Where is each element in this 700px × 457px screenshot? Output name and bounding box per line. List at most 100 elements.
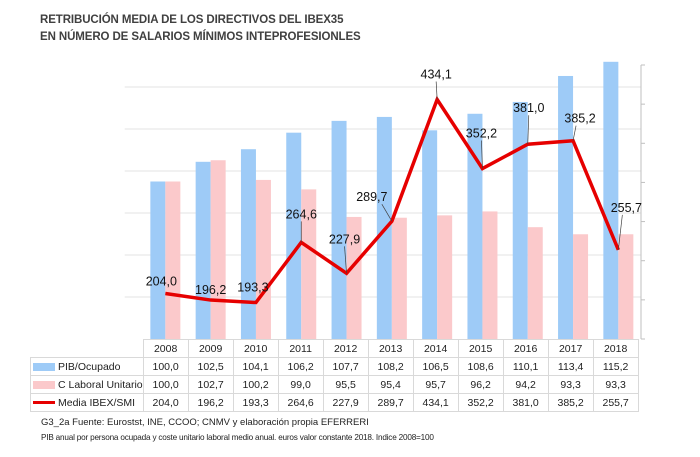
bar-pib-ocupado [467, 113, 483, 340]
data-label-media-ibex-smi: 352,2 [466, 127, 497, 141]
data-table-cell: 95,4 [367, 375, 414, 394]
data-table-cell: 108,6 [457, 357, 504, 376]
data-table-year-header: 2016 [502, 339, 549, 358]
data-table-cell: 113,4 [547, 357, 594, 376]
legend-media-ibex-smi: Media IBEX/SMI [30, 393, 144, 412]
data-table-cell: 289,7 [367, 393, 414, 412]
data-table-cell: 99,0 [277, 375, 324, 394]
data-label-media-ibex-smi: 289,7 [356, 190, 387, 204]
chart-title: RETRIBUCIÓN MEDIA DE LOS DIRECTIVOS DEL … [40, 12, 361, 46]
data-label-leader [618, 214, 623, 250]
data-label-leader [381, 204, 393, 222]
bar-c-laboral-unitario [618, 234, 634, 339]
data-table-year-header: 2015 [457, 339, 504, 358]
data-table-cell: 381,0 [502, 393, 549, 412]
data-label-media-ibex-smi: 227,9 [329, 232, 360, 246]
bar-c-laboral-unitario [346, 216, 362, 339]
data-table: 2008 2009 2010 2011 2012 2013 2014 2015 2016 2017… [30, 339, 639, 412]
data-table-cell: 100,0 [142, 357, 189, 376]
legend-swatch-pib [33, 362, 55, 371]
data-table-cell: 110,1 [502, 357, 549, 376]
legend-c-laboral-unitario: C Laboral Unitario [30, 375, 144, 394]
data-table-year-header: 2014 [412, 339, 459, 358]
data-table-row-pib: PIB/Ocupado 100,0 102,5 104,1 106,2 107,7 108… [30, 357, 639, 376]
data-label-leader [481, 140, 483, 169]
legend-label-laboral: C Laboral Unitario [58, 378, 143, 391]
data-label-media-ibex-smi: 385,2 [564, 112, 595, 126]
bar-pib-ocupado [331, 120, 347, 339]
data-table-cell: 93,3 [547, 375, 594, 394]
data-table-corner [30, 339, 144, 358]
data-table-cell: 385,2 [547, 393, 594, 412]
data-table-cell: 227,9 [322, 393, 369, 412]
bar-c-laboral-unitario [437, 215, 453, 339]
data-label-media-ibex-smi: 196,2 [195, 283, 226, 297]
data-table-year-header: 2012 [322, 339, 369, 358]
bar-pib-ocupado [603, 61, 619, 340]
bar-c-laboral-unitario [301, 189, 317, 339]
data-table-header-row: 2008 2009 2010 2011 2012 2013 2014 2015 2016 2017… [30, 339, 639, 358]
data-table-cell: 106,5 [412, 357, 459, 376]
data-table-cell: 108,2 [367, 357, 414, 376]
data-table-year-header: 2011 [277, 339, 324, 358]
bar-pib-ocupado [512, 101, 528, 340]
data-label-media-ibex-smi: 434,1 [421, 67, 452, 81]
chart-title-line-2: EN NÚMERO DE SALARIOS MÍNIMOS INTEPROFES… [40, 31, 361, 43]
data-label-media-ibex-smi: 264,6 [286, 207, 317, 221]
chart-title-line-1: RETRIBUCIÓN MEDIA DE LOS DIRECTIVOS DEL … [40, 14, 344, 26]
data-label-leader [572, 125, 577, 141]
data-table-year-header: 2018 [592, 339, 639, 358]
data-table-year-header: 2010 [232, 339, 279, 358]
data-table-year-header: 2009 [187, 339, 234, 358]
data-table-cell: 94,2 [502, 375, 549, 394]
bar-pib-ocupado [150, 181, 166, 339]
data-label-leader [435, 81, 438, 100]
bar-pib-ocupado [240, 149, 256, 339]
data-table-cell: 107,7 [322, 357, 369, 376]
data-table-cell: 100,0 [142, 375, 189, 394]
data-table-cell: 104,1 [232, 357, 279, 376]
footnote-notes: PIB anual por persona ocupada y coste un… [41, 433, 434, 442]
data-table-cell: 100,2 [232, 375, 279, 394]
legend-pib-ocupado: PIB/Ocupado [30, 357, 144, 376]
data-table-year-header: 2017 [547, 339, 594, 358]
data-label-media-ibex-smi: 204,0 [146, 274, 177, 288]
data-table-cell: 95,7 [412, 375, 459, 394]
data-label-leader [527, 115, 530, 145]
data-table-cell: 352,2 [457, 393, 504, 412]
legend-swatch-laboral [33, 380, 55, 389]
data-table-row-laboral: C Laboral Unitario 100,0 102,7 100,2 99,0 95… [30, 375, 639, 394]
bar-c-laboral-unitario [210, 160, 226, 339]
data-table-cell: 255,7 [592, 393, 639, 412]
data-label-leader [344, 246, 347, 274]
data-table-year-header: 2008 [142, 339, 189, 358]
bar-c-laboral-unitario [255, 179, 271, 339]
bar-c-laboral-unitario [573, 234, 589, 339]
data-table-cell: 106,2 [277, 357, 324, 376]
data-table-cell: 264,6 [277, 393, 324, 412]
data-table-cell: 95,5 [322, 375, 369, 394]
legend-swatch-ibex-line [33, 401, 55, 405]
data-table-cell: 102,5 [187, 357, 234, 376]
data-table-row-ibex: Media IBEX/SMI 204,0 196,2 193,3 264,6 227,9… [30, 393, 639, 412]
bar-c-laboral-unitario [391, 217, 407, 339]
data-label-media-ibex-smi: 255,7 [611, 201, 642, 215]
data-table-cell: 102,7 [187, 375, 234, 394]
bar-c-laboral-unitario [165, 181, 181, 339]
footnote-source: G3_2a Fuente: Eurostst, INE, CCOO; CNMV … [41, 417, 369, 428]
data-table-cell: 96,2 [457, 375, 504, 394]
legend-label-pib: PIB/Ocupado [58, 360, 121, 373]
data-table-cell: 93,3 [592, 375, 639, 394]
data-table-year-header: 2013 [367, 339, 414, 358]
data-label-media-ibex-smi: 381,0 [513, 101, 544, 115]
bar-pib-ocupado [286, 132, 302, 339]
data-table-cell: 115,2 [592, 357, 639, 376]
data-table-cell: 196,2 [187, 393, 234, 412]
bar-c-laboral-unitario [482, 211, 498, 339]
data-table-cell: 193,3 [232, 393, 279, 412]
bar-pib-ocupado [422, 130, 438, 339]
bar-c-laboral-unitario [527, 227, 543, 339]
legend-label-ibex: Media IBEX/SMI [58, 396, 136, 409]
bar-pib-ocupado [195, 161, 211, 339]
data-table-cell: 434,1 [412, 393, 459, 412]
